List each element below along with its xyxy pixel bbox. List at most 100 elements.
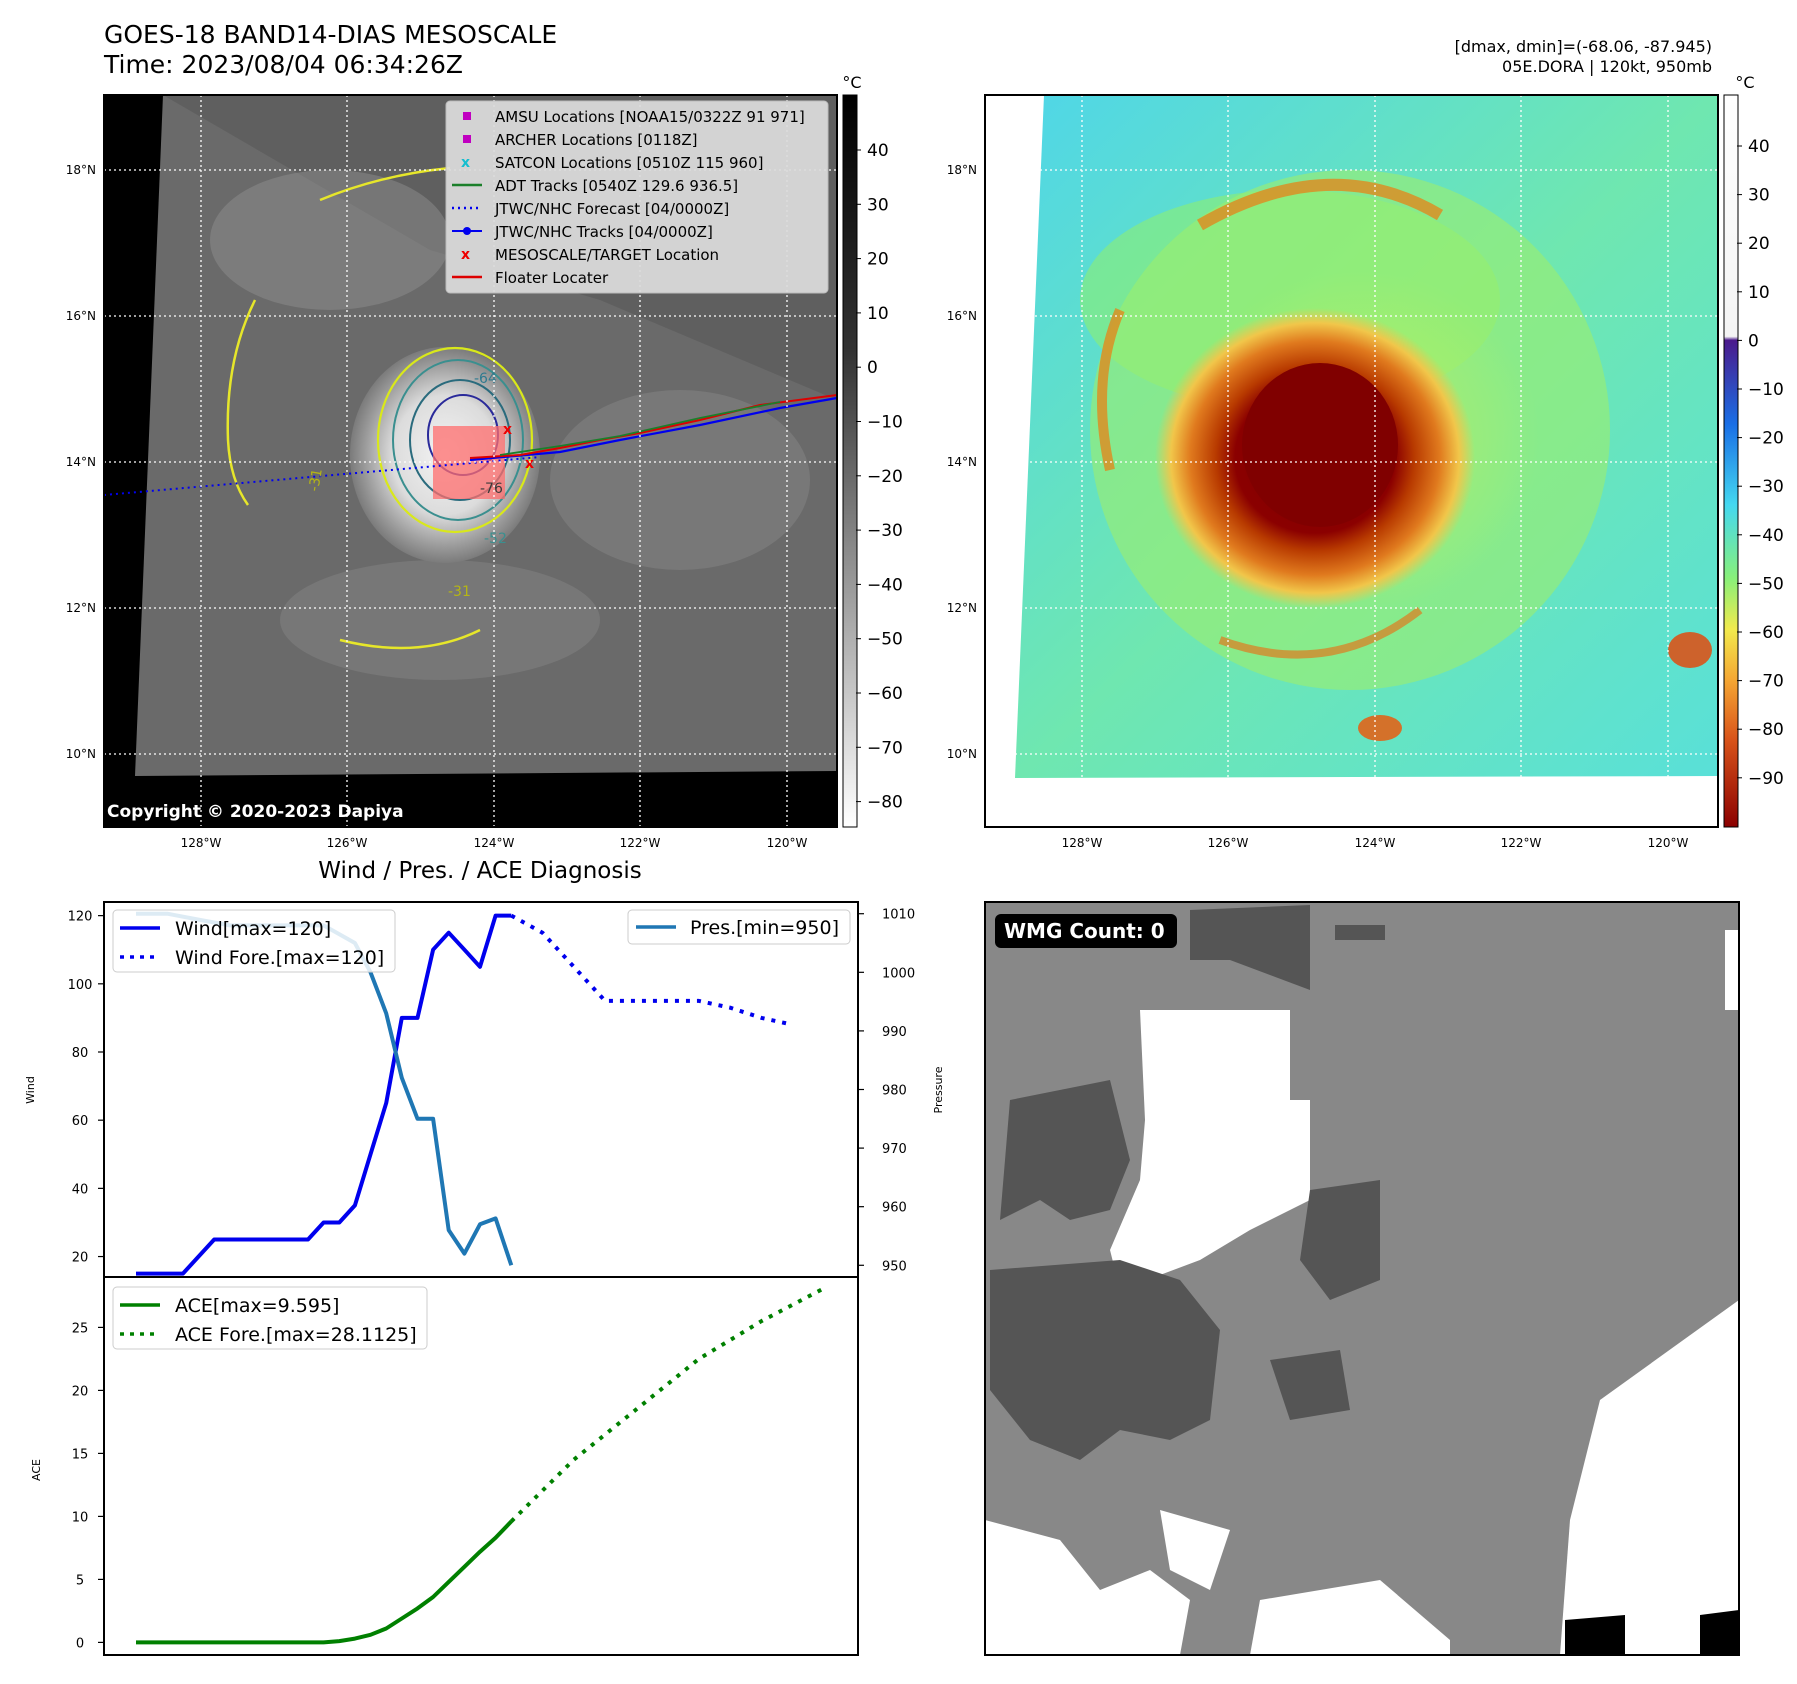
colorbar-unit: °C [1735,73,1754,92]
colorbar-tick-label: −30 [1748,477,1784,497]
wind-legend [112,909,396,973]
wmg-count-badge [995,914,1177,948]
colorbar-tick-label: −80 [1748,720,1784,740]
colorbar-tick-label: −40 [867,575,903,595]
colorbar-tick-label: 0 [867,358,878,378]
series-line [136,1520,513,1645]
satcon-marker-icon: x [461,155,470,171]
target-marker: x [503,422,512,438]
wind-axis-label: Wind [24,1076,37,1104]
ace-legend [112,1286,428,1350]
legend-item-tracks: JTWC/NHC Tracks [04/0000Z] [494,223,713,241]
lon-tick-label: 126°W [1208,836,1249,850]
lat-tick-label: 18°N [66,163,96,177]
contour-label: -31 [448,584,471,600]
colorbar-tick-label: −60 [867,684,903,704]
chart-time: Time: 2023/08/04 06:34:26Z [104,50,463,79]
range-label: [dmax, dmin]=(-68.06, -87.945) [1454,37,1712,56]
legend-item-floater: Floater Locater [495,269,609,287]
wind-pressure-chart: 120 100 80 60 40 20 1010 1000 990 980 970 960 950 W… [24,901,945,1278]
colorbar-tick-label: −70 [1748,672,1784,692]
y-tick-label: 25 [72,1321,89,1336]
colorbar-tick-label: −10 [867,413,903,433]
y-tick-label: 960 [882,1201,907,1216]
colorbar-tick-label: 10 [1748,283,1770,303]
lat-tick-label: 12°N [66,601,96,615]
wmg-count-label: WMG Count: 0 [1004,919,1165,943]
contour-label: -76 [480,481,503,497]
colorbar-tick-label: 40 [1748,137,1770,157]
lon-tick-label: 124°W [474,836,515,850]
lat-tick-label: 14°N [947,455,977,469]
colorbar-tick-label: −30 [867,521,903,541]
contour-yellow [376,346,534,534]
colorbar-tick-label: 20 [1748,234,1770,254]
legend-ace-forecast: ACE Fore.[max=28.1125] [175,1324,417,1346]
svg-text:x: x [525,456,534,472]
ace-chart: 25 20 15 10 5 0 ACE ACE[max=9.595] ACE Fore.[… [30,1276,859,1656]
legend-item-satcon: SATCON Locations [0510Z 115 960] [495,154,763,172]
contour-teal [392,359,524,521]
lat-tick-label: 10°N [66,747,96,761]
wmg-frame [984,901,1740,1656]
forecast-track [103,456,541,496]
map-legend: x x AMSU Locations [NOAA15/0322Z 91 971]… [445,100,829,294]
colorbar-tick-label: −50 [867,630,903,650]
jtwc-track [469,396,838,462]
lat-tick-label: 18°N [947,163,977,177]
color-map-panel: 18°N 16°N 14°N 12°N 10°N 128°W 126°W 124°W 122°W… [947,94,1719,850]
lon-tick-label: 128°W [1062,836,1103,850]
lon-tick-label: 128°W [181,836,222,850]
y-tick-label: 1000 [882,966,915,981]
contour-label: -31 [306,467,326,492]
legend-ace: ACE[max=9.595] [175,1295,339,1317]
lon-tick-label: 126°W [327,836,368,850]
colorbar-tick-label: −80 [867,793,903,813]
colorbar-tick-label: −20 [867,467,903,487]
colorbar-tick-label: −40 [1748,526,1784,546]
legend-wind-forecast: Wind Fore.[max=120] [175,947,384,969]
lat-tick-label: 16°N [66,309,96,323]
track-line-icon [463,227,471,235]
y-tick-label: 15 [72,1447,89,1462]
legend-item-amsu: AMSU Locations [NOAA15/0322Z 91 971] [495,108,805,126]
series-line [509,1286,825,1523]
colorbar-unit: °C [842,73,861,92]
lon-tick-label: 124°W [1355,836,1396,850]
colorbar-tick-label: −20 [1748,429,1784,449]
colorbar-tick-label: 10 [867,304,889,324]
adt-track [499,401,781,456]
wmg-warm-region [1110,1010,1310,1290]
y-tick-label: 120 [68,910,93,925]
archer-marker-icon [463,135,471,143]
y-tick-label: 1010 [882,908,915,923]
lat-tick-label: 16°N [947,309,977,323]
y-tick-label: 100 [68,978,93,993]
color-colorbar: °C 40 30 20 10 0 −10 −20 −30 −40 −50 −60 −70 −80 −90 [1723,73,1784,828]
legend-item-archer: ARCHER Locations [0118Z] [495,131,698,149]
colorbar-tick-label: −60 [1748,623,1784,643]
y-tick-label: 0 [76,1636,84,1651]
y-tick-label: 5 [76,1573,84,1588]
colorbar-tick-label: 20 [867,250,889,270]
wmg-southeast-region [1560,1300,1739,1655]
colorbar-tick-label: 0 [1748,331,1759,351]
y-tick-label: 10 [72,1510,89,1525]
y-tick-label: 20 [72,1251,89,1266]
colorbar-tick-label: 30 [1748,186,1770,206]
contour-label: -64 [474,371,497,387]
y-tick-label: 80 [72,1046,89,1061]
y-tick-label: 990 [882,1025,907,1040]
map-frame [103,94,838,828]
pressure-legend [627,909,851,945]
lon-tick-label: 122°W [1501,836,1542,850]
copyright: Copyright © 2020-2023 Dapiya [107,802,404,822]
legend-item-forecast: JTWC/NHC Forecast [04/0000Z] [494,200,729,218]
diagnosis-title: Wind / Pres. / ACE Diagnosis [318,858,642,884]
amsu-marker-icon [463,112,471,120]
gray-colorbar: °C 40 30 20 10 0 −10 −20 −30 −40 −50 −60 −70 −80 [842,73,903,828]
chart-title: GOES-18 BAND14-DIAS MESOSCALE [104,20,558,49]
colorbar-tick-label: −10 [1748,380,1784,400]
colorbar-tick-label: −50 [1748,574,1784,594]
y-tick-label: 980 [882,1084,907,1099]
